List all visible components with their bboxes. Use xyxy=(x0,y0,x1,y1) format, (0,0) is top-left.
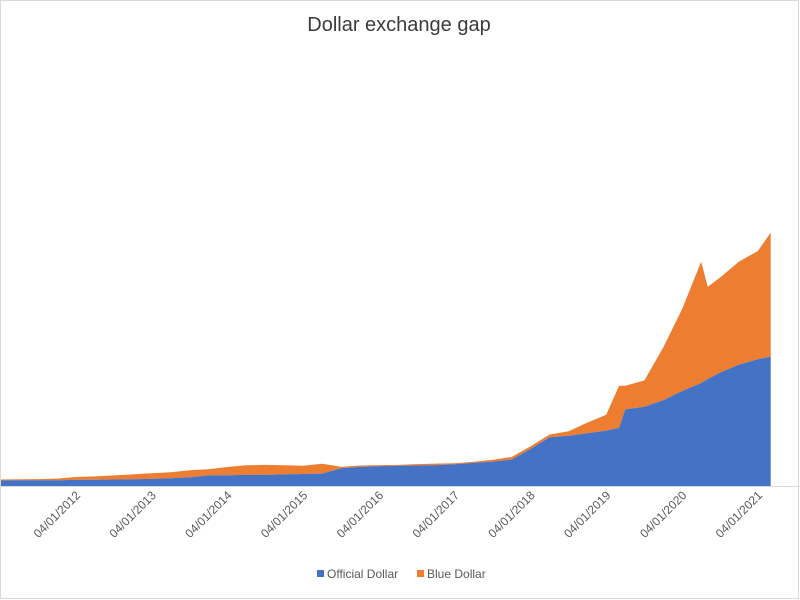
x-tick-label: 04/01/2020 xyxy=(637,488,690,541)
chart-title: Dollar exchange gap xyxy=(307,14,490,36)
x-tick-label: 04/01/2021 xyxy=(713,488,766,541)
legend-swatch-blue-dollar xyxy=(417,570,424,577)
x-tick-label: 04/01/2016 xyxy=(334,488,387,541)
plot-area xyxy=(0,232,771,486)
x-tick-label: 04/01/2013 xyxy=(106,488,159,541)
x-tick-label: 04/01/2017 xyxy=(410,488,463,541)
x-tick-label: 04/01/2014 xyxy=(182,488,235,541)
legend-swatch-official-dollar xyxy=(317,570,324,577)
x-tick-label: 04/01/2018 xyxy=(485,488,538,541)
legend-label-blue-dollar: Blue Dollar xyxy=(427,567,486,581)
legend-label-official-dollar: Official Dollar xyxy=(327,567,398,581)
x-tick-label: 04/01/2015 xyxy=(258,488,311,541)
area-official-dollar xyxy=(0,356,771,486)
x-tick-label: 04/01/2019 xyxy=(561,488,614,541)
x-tick-label: 04/01/2012 xyxy=(31,488,84,541)
legend: Official Dollar Blue Dollar xyxy=(317,567,486,581)
x-axis: 04/01/2012 04/01/2013 04/01/2014 04/01/2015… xyxy=(0,486,800,541)
